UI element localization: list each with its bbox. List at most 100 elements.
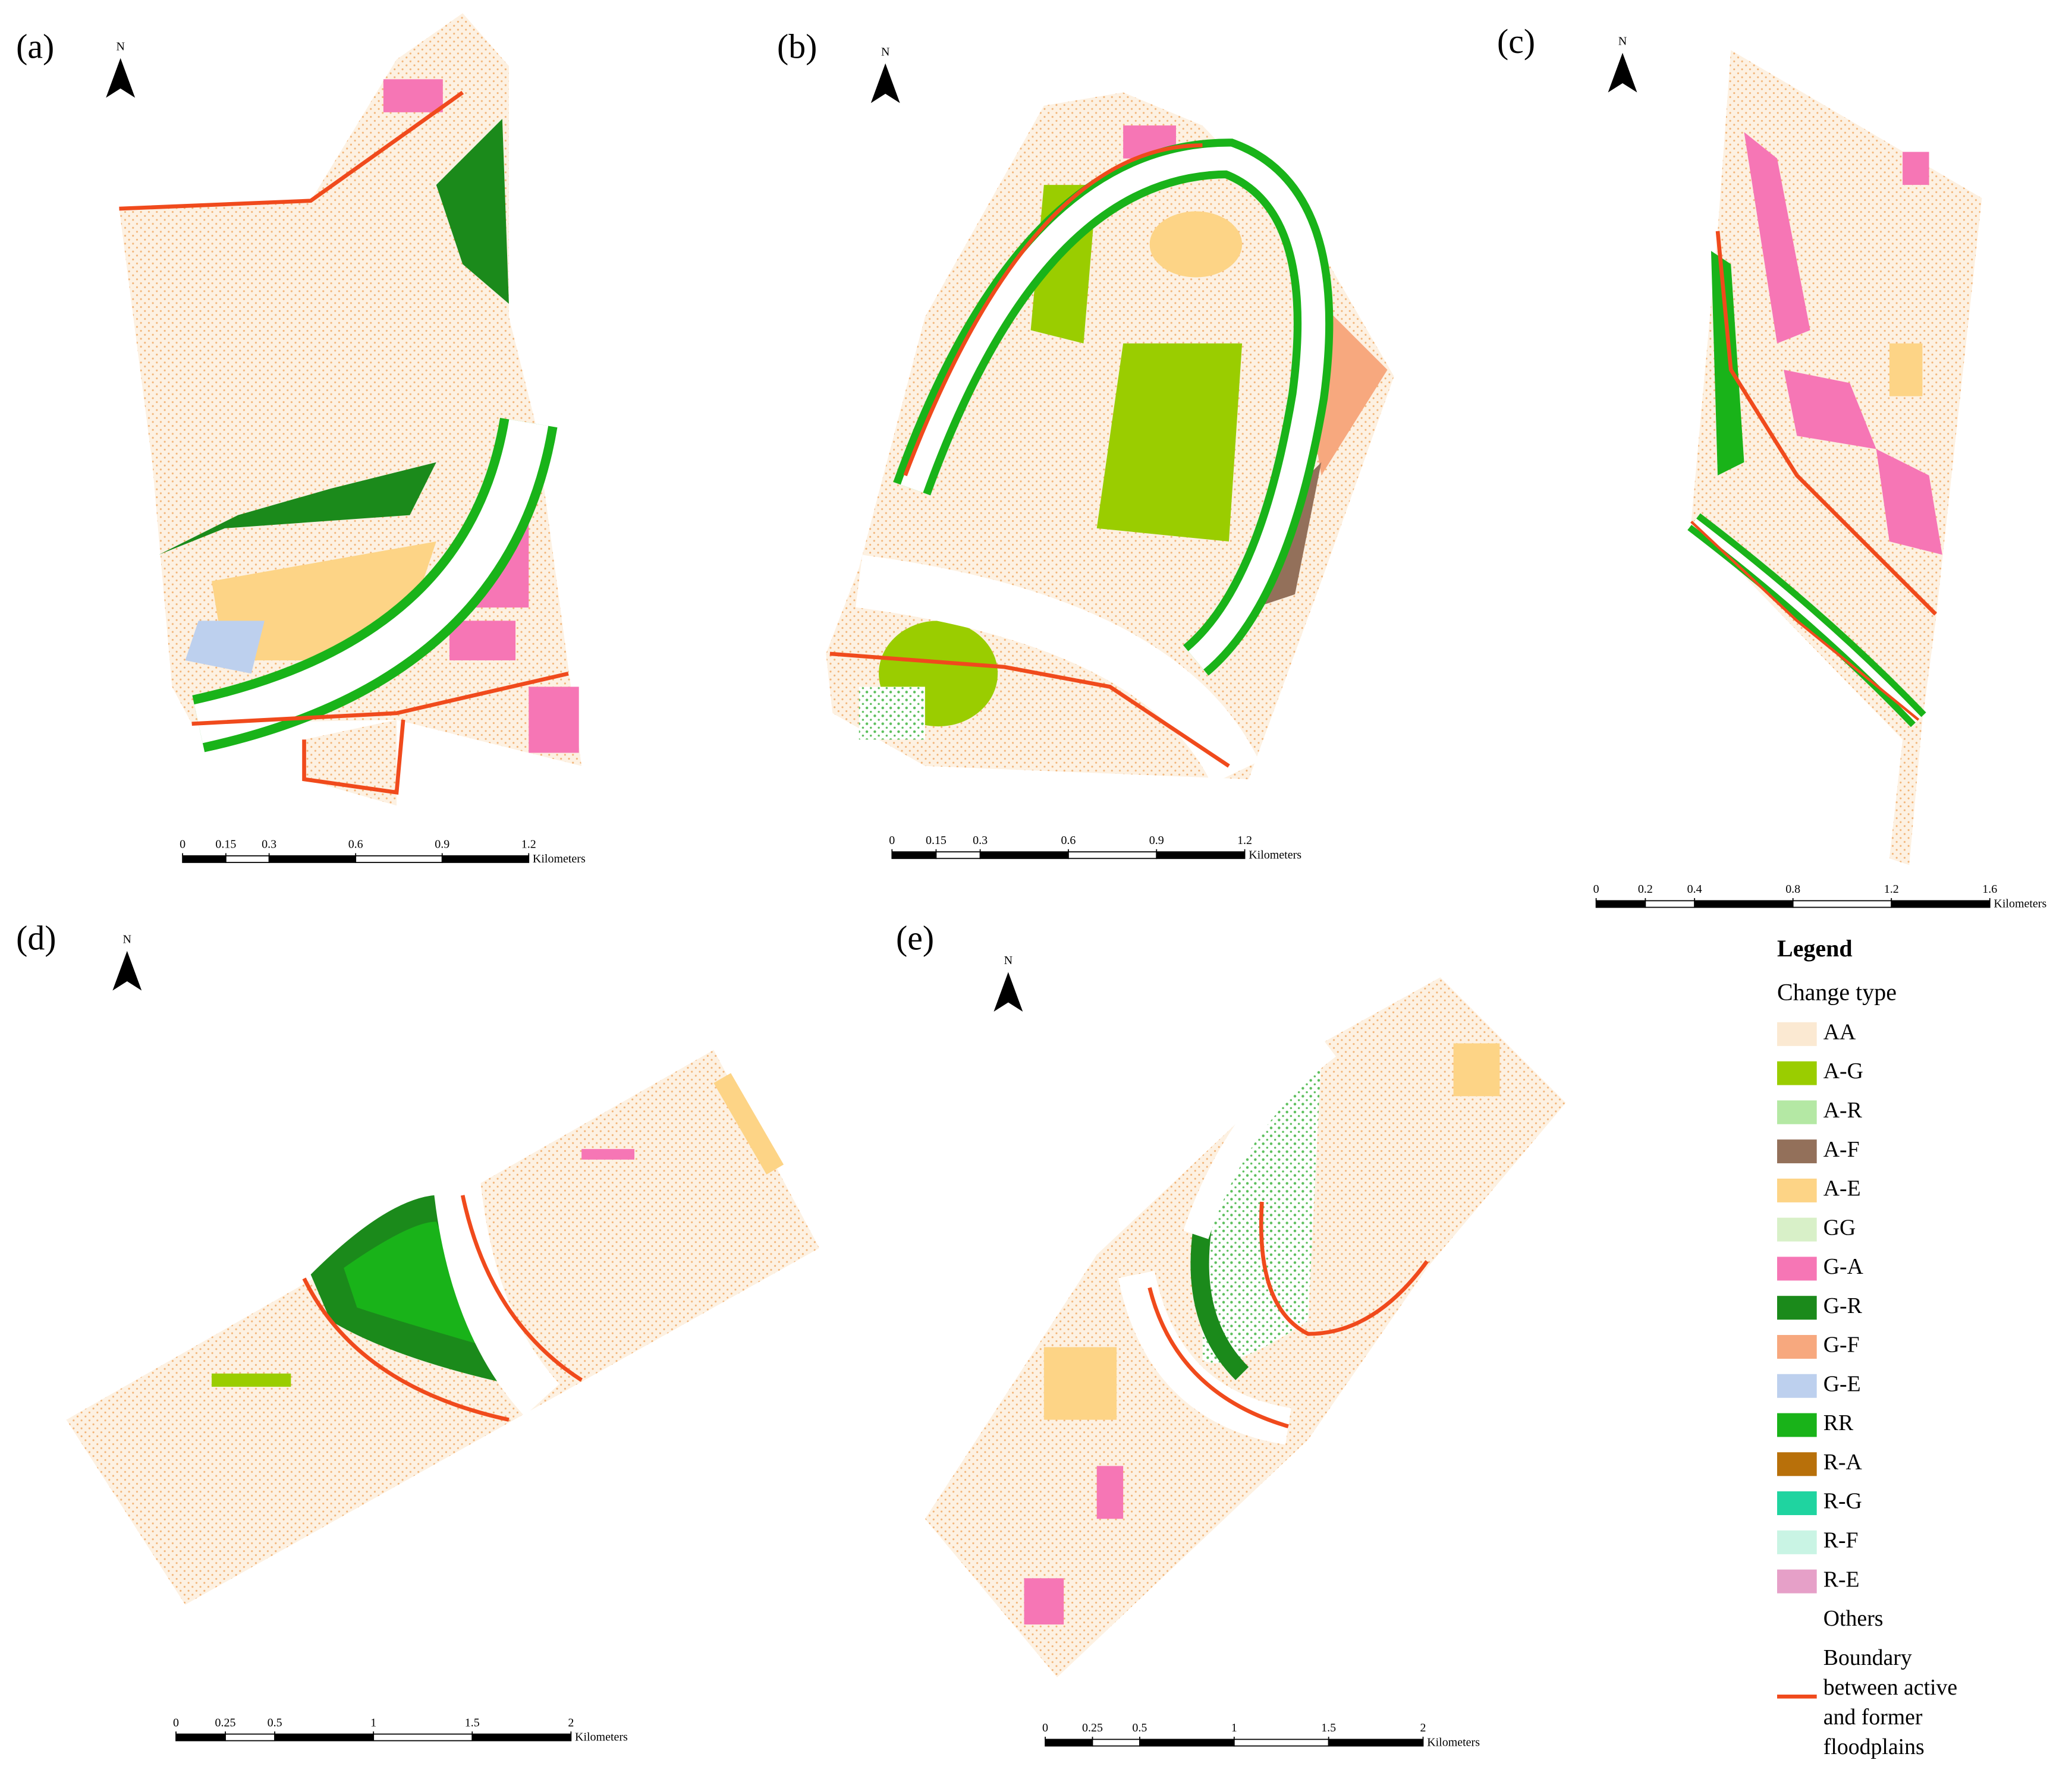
scale-unit: Kilometers bbox=[533, 852, 586, 865]
scale-segment bbox=[225, 1733, 275, 1742]
map-a bbox=[119, 13, 582, 806]
scale-segment bbox=[891, 851, 937, 859]
north-label: N bbox=[881, 45, 889, 58]
north-arrow bbox=[993, 972, 1023, 1012]
scale-segment bbox=[979, 851, 1069, 859]
legend-swatch bbox=[1777, 1022, 1817, 1046]
scale-segment bbox=[1233, 1739, 1329, 1747]
scale-unit: Kilometers bbox=[575, 1731, 628, 1744]
map-e bbox=[925, 977, 1566, 1677]
scale-segment bbox=[1595, 900, 1646, 908]
scale-segment bbox=[441, 855, 530, 863]
scale-label: 0.15 bbox=[926, 834, 947, 847]
legend-swatch bbox=[1777, 1296, 1817, 1320]
scale-label: 1.2 bbox=[1884, 883, 1899, 896]
legend-boundary-label: and former bbox=[1823, 1705, 1923, 1730]
scale-segment bbox=[175, 1733, 226, 1742]
legend-label: GG bbox=[1823, 1215, 1856, 1240]
scale-segment bbox=[1068, 851, 1158, 859]
legend-swatch bbox=[1777, 1608, 1817, 1633]
scale-label: 0.3 bbox=[973, 834, 988, 847]
scale-label: 0.8 bbox=[1785, 883, 1800, 896]
scale-label: 0.9 bbox=[1149, 834, 1164, 847]
scale-unit: Kilometers bbox=[1994, 898, 2046, 911]
legend-swatch bbox=[1777, 1334, 1817, 1359]
legend-swatch bbox=[1777, 1530, 1817, 1554]
scale-label: 1.6 bbox=[1982, 883, 1997, 896]
legend-swatch bbox=[1777, 1100, 1817, 1125]
legend-label: RR bbox=[1823, 1410, 1854, 1435]
scale-label: 0.5 bbox=[1132, 1721, 1147, 1734]
legend-label: G-E bbox=[1823, 1371, 1861, 1396]
scale-label: 0.5 bbox=[268, 1716, 282, 1729]
legend-label: A-E bbox=[1823, 1176, 1861, 1201]
scale-segment bbox=[1891, 900, 1991, 908]
legend-swatch bbox=[1777, 1569, 1817, 1594]
scale-segment bbox=[268, 855, 357, 863]
scale-unit: Kilometers bbox=[1249, 848, 1301, 861]
scale-label: 1.5 bbox=[465, 1716, 480, 1729]
legend-swatch bbox=[1777, 1413, 1817, 1437]
north-label: N bbox=[116, 40, 124, 53]
legend-label: R-F bbox=[1823, 1528, 1859, 1553]
legend-label: R-A bbox=[1823, 1450, 1862, 1475]
scale-segment bbox=[935, 851, 981, 859]
scale-label: 0.3 bbox=[262, 838, 276, 851]
scale-label: 0 bbox=[180, 838, 185, 851]
panel-label: (a) bbox=[16, 29, 54, 66]
legend-swatch bbox=[1777, 1139, 1817, 1164]
scale-segment bbox=[373, 1733, 473, 1742]
scale-segment bbox=[1694, 900, 1794, 908]
scale-label: 2 bbox=[1420, 1721, 1426, 1734]
scale-segment bbox=[274, 1733, 375, 1742]
scale-label: 0 bbox=[173, 1716, 179, 1729]
map-c bbox=[1687, 50, 1982, 865]
legend-subtitle: Change type bbox=[1777, 978, 1897, 1005]
legend-label: A-F bbox=[1823, 1137, 1860, 1162]
panel-label: (e) bbox=[896, 920, 934, 958]
map-b bbox=[826, 92, 1394, 785]
legend-label: G-R bbox=[1823, 1293, 1863, 1318]
scale-label: 0.15 bbox=[215, 838, 236, 851]
north-arrow bbox=[1608, 52, 1637, 93]
scale-segment bbox=[471, 1733, 572, 1742]
scale-label: 0.25 bbox=[215, 1716, 236, 1729]
panel-label: (c) bbox=[1497, 23, 1535, 61]
scale-label: 0.4 bbox=[1687, 883, 1702, 896]
scale-label: 1 bbox=[1231, 1721, 1237, 1734]
map-d bbox=[66, 1050, 820, 1605]
scale-segment bbox=[1092, 1739, 1140, 1747]
scale-segment bbox=[1792, 900, 1892, 908]
scale-label: 1.2 bbox=[521, 838, 536, 851]
scale-label: 1.5 bbox=[1321, 1721, 1336, 1734]
panel-label: (b) bbox=[777, 29, 817, 66]
legend-label: AA bbox=[1823, 1019, 1856, 1044]
scale-label: 0 bbox=[1593, 883, 1599, 896]
legend-label: G-F bbox=[1823, 1333, 1860, 1358]
scale-label: 0.2 bbox=[1638, 883, 1653, 896]
legend-label: A-R bbox=[1823, 1098, 1863, 1123]
scale-segment bbox=[1139, 1739, 1235, 1747]
legend-swatch bbox=[1777, 1061, 1817, 1085]
legend-swatch bbox=[1777, 1217, 1817, 1242]
scale-segment bbox=[1156, 851, 1246, 859]
scale-segment bbox=[1045, 1739, 1093, 1747]
scale-label: 0 bbox=[1042, 1721, 1048, 1734]
legend-swatch bbox=[1777, 1374, 1817, 1398]
scale-label: 0 bbox=[889, 834, 895, 847]
north-label: N bbox=[1618, 35, 1627, 48]
scale-segment bbox=[182, 855, 227, 863]
legend-label: A-G bbox=[1823, 1059, 1863, 1084]
panel-label: (d) bbox=[16, 920, 56, 958]
scale-label: 0.6 bbox=[1061, 834, 1076, 847]
legend-title: Legend bbox=[1777, 935, 1853, 962]
scale-label: 1 bbox=[370, 1716, 376, 1729]
scale-label: 2 bbox=[568, 1716, 574, 1729]
scale-unit: Kilometers bbox=[1427, 1736, 1480, 1749]
scale-label: 1.2 bbox=[1237, 834, 1252, 847]
legend-boundary-label: between active bbox=[1823, 1675, 1957, 1700]
legend-label: R-E bbox=[1823, 1567, 1860, 1592]
